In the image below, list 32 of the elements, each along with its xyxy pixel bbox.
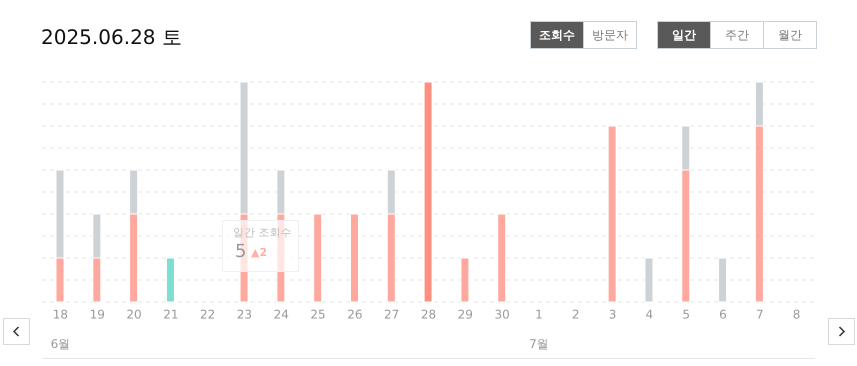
x-tick-label: 23 <box>236 308 252 322</box>
chart-title: 2025.06.28 토 <box>41 24 182 51</box>
x-tick-label: 18 <box>52 308 68 322</box>
text: 주간 <box>710 21 764 49</box>
text: 조회수 <box>530 21 584 49</box>
x-tick-label: 30 <box>494 308 510 322</box>
x-tick-label: 28 <box>420 308 436 322</box>
text: 7월 <box>528 336 550 353</box>
x-tick-label: 24 <box>274 308 289 322</box>
text: 6월 <box>50 336 72 353</box>
x-tick-label: 7 <box>756 308 764 322</box>
x-tick-label: 8 <box>792 308 800 322</box>
x-tick-label: 5 <box>682 308 690 322</box>
annotation: ▲2 <box>251 246 268 259</box>
x-tick-label: 20 <box>126 308 142 322</box>
text: 방문자 <box>583 21 637 49</box>
x-tick-label: 4 <box>646 308 654 322</box>
x-tick-label: 22 <box>200 308 216 322</box>
x-tick-label: 25 <box>310 308 326 322</box>
x-tick-label: 27 <box>384 308 400 322</box>
x-tick-label: 6 <box>719 308 727 322</box>
x-tick-label: 21 <box>163 308 178 322</box>
x-tick-label: 3 <box>608 308 616 322</box>
x-tick-label: 29 <box>458 308 473 322</box>
text: 월간 <box>763 21 817 49</box>
annotation: 5 <box>235 241 246 262</box>
x-tick-label: 2 <box>572 308 580 322</box>
annotation: 일간 조회수 <box>233 225 292 240</box>
x-tick-label: 26 <box>347 308 363 322</box>
text: 일간 <box>657 21 711 49</box>
x-tick-label: 1 <box>535 308 543 322</box>
x-tick-label: 19 <box>90 308 105 322</box>
